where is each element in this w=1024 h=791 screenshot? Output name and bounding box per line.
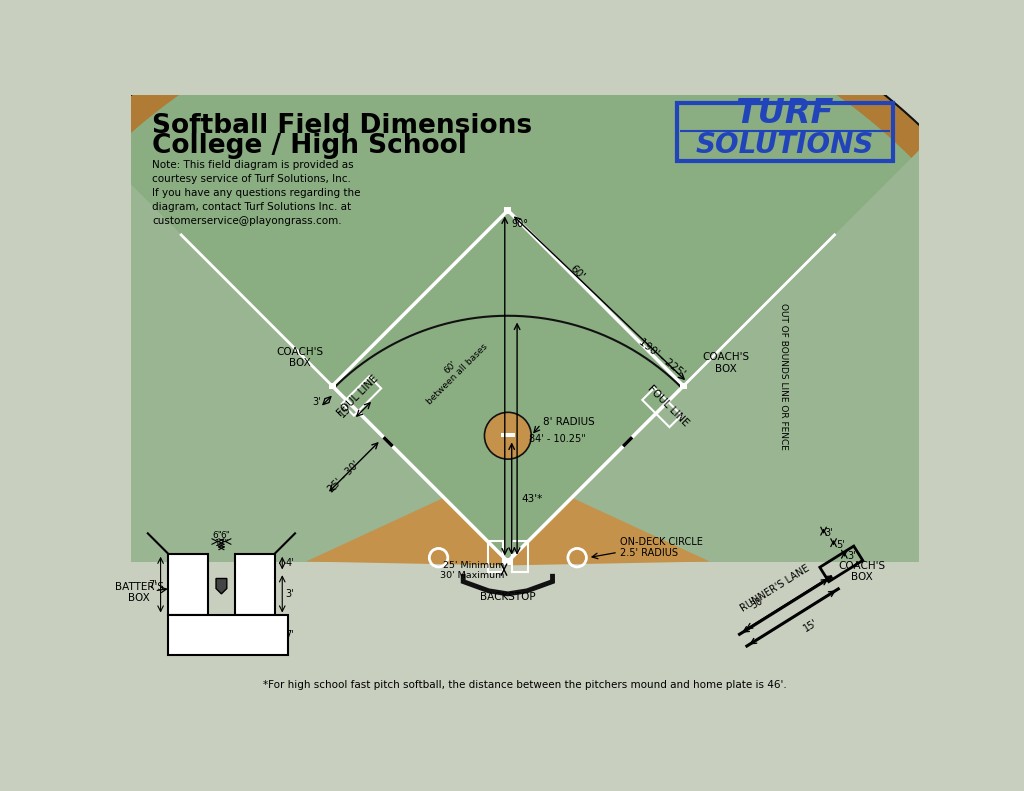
Text: 43'*: 43'* — [521, 494, 543, 504]
Text: CATCHER'S
BOX: CATCHER'S BOX — [197, 629, 254, 650]
Text: 8' RADIUS: 8' RADIUS — [543, 417, 594, 427]
Text: 6": 6" — [213, 531, 222, 540]
Text: 25' Minimum
30' Maximum: 25' Minimum 30' Maximum — [439, 561, 504, 581]
Bar — [505, 207, 511, 214]
Text: 3': 3' — [286, 589, 294, 599]
Text: 25' - 30': 25' - 30' — [327, 460, 361, 494]
Text: BACKSTOP: BACKSTOP — [480, 592, 536, 602]
Text: SOLUTIONS: SOLUTIONS — [696, 131, 874, 159]
Bar — [168, 615, 288, 656]
Text: 15': 15' — [337, 402, 355, 419]
Polygon shape — [333, 210, 683, 562]
Polygon shape — [0, 0, 508, 704]
Polygon shape — [99, 0, 916, 562]
Text: 30': 30' — [750, 594, 767, 611]
Text: FOUL LINE: FOUL LINE — [645, 384, 690, 429]
Polygon shape — [131, 562, 920, 704]
Text: Note: This field diagram is provided as
courtesy service of Turf Solutions, Inc.: Note: This field diagram is provided as … — [153, 161, 360, 226]
Text: 90°: 90° — [511, 219, 528, 229]
Text: 3': 3' — [184, 629, 193, 638]
Text: 15': 15' — [802, 617, 819, 634]
Text: 3': 3' — [848, 551, 856, 561]
Text: TURF: TURF — [736, 97, 835, 131]
Text: RUNNER'S LANE: RUNNER'S LANE — [738, 563, 811, 614]
Bar — [329, 383, 336, 389]
Polygon shape — [306, 316, 710, 566]
Bar — [501, 433, 515, 437]
Text: *For high school fast pitch softball, the distance between the pitchers mound an: *For high school fast pitch softball, th… — [263, 680, 786, 690]
Text: BATTER'S
BOX: BATTER'S BOX — [115, 581, 164, 604]
Text: COACH'S
BOX: COACH'S BOX — [276, 346, 324, 369]
Text: ON-DECK CIRCLE
2.5' RADIUS: ON-DECK CIRCLE 2.5' RADIUS — [620, 537, 702, 558]
Text: 3': 3' — [251, 629, 259, 638]
Text: 2'5": 2'5" — [212, 629, 230, 638]
Text: 190' - 225': 190' - 225' — [637, 336, 687, 379]
Text: 5': 5' — [837, 539, 845, 550]
Text: Softball Field Dimensions: Softball Field Dimensions — [153, 112, 532, 138]
Text: COACH'S
BOX: COACH'S BOX — [839, 561, 886, 582]
Polygon shape — [216, 578, 226, 594]
Text: 84' - 10.25": 84' - 10.25" — [529, 433, 586, 444]
Bar — [677, 104, 893, 161]
Text: 6": 6" — [220, 531, 230, 540]
Text: FOUL LINE: FOUL LINE — [335, 373, 380, 418]
Text: 60'
between all bases: 60' between all bases — [418, 335, 489, 407]
Bar — [234, 554, 274, 615]
Polygon shape — [84, 0, 932, 158]
Text: 60': 60' — [568, 263, 587, 282]
Bar — [504, 558, 512, 565]
Bar — [487, 541, 503, 572]
Circle shape — [484, 412, 531, 459]
Bar — [680, 383, 687, 389]
Text: COACH'S
BOX: COACH'S BOX — [702, 352, 750, 373]
Text: 17": 17" — [214, 539, 228, 547]
Text: 7': 7' — [286, 630, 294, 641]
Text: 3': 3' — [312, 397, 322, 407]
Bar — [512, 541, 528, 572]
Text: College / High School: College / High School — [153, 133, 467, 159]
Text: 3': 3' — [824, 528, 834, 538]
Bar — [168, 554, 208, 615]
Polygon shape — [508, 0, 1024, 704]
Text: 4': 4' — [286, 558, 294, 568]
Text: OUT OF BOUNDS LINE OR FENCE: OUT OF BOUNDS LINE OR FENCE — [779, 303, 788, 450]
Polygon shape — [104, 0, 911, 388]
Text: 7': 7' — [148, 580, 158, 589]
Polygon shape — [131, 95, 920, 704]
